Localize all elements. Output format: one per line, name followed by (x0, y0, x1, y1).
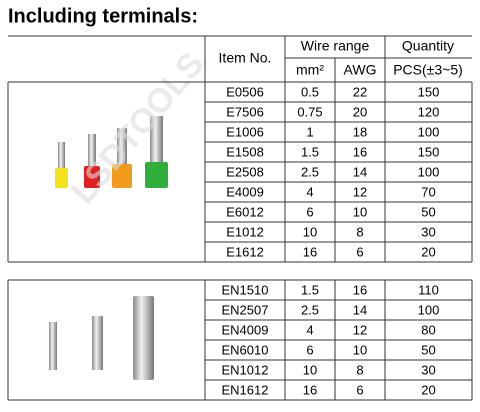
column-header: AWG (344, 62, 377, 78)
column-header: Wire range (301, 38, 370, 54)
table-cell: E1508 (226, 144, 264, 159)
table-cell: 12 (353, 322, 367, 337)
column-header: Quantity (402, 38, 454, 54)
table-cell: EN2507 (222, 302, 269, 317)
table-cell: 120 (418, 104, 440, 119)
table-cell: 10 (303, 224, 317, 239)
table-cell: 30 (421, 362, 435, 377)
table-cell: 10 (353, 342, 367, 357)
table-cell: EN4009 (222, 322, 269, 337)
table-cell: E1012 (226, 224, 264, 239)
table-cell: E6012 (226, 204, 264, 219)
column-header: PCS(±3~5) (393, 62, 463, 78)
table-cell: E0506 (226, 84, 264, 99)
table-cell: EN6010 (222, 342, 269, 357)
table-cell: 0.5 (301, 84, 319, 99)
title: Including terminals: (8, 5, 198, 27)
table-cell: 16 (303, 244, 317, 259)
column-header: Item No. (219, 50, 272, 66)
table-cell: E4009 (226, 184, 264, 199)
table-cell: 1 (306, 124, 313, 139)
table-cell: 16 (353, 282, 367, 297)
table-cell: 150 (418, 84, 440, 99)
table-cell: 20 (353, 104, 367, 119)
table-cell: 100 (418, 164, 440, 179)
table-cell: E2508 (226, 164, 264, 179)
table-cell: 110 (418, 282, 439, 297)
table-cell: 16 (353, 144, 367, 159)
table-cell: 20 (421, 382, 435, 397)
table-cell: 50 (421, 204, 435, 219)
table-cell: 8 (356, 362, 363, 377)
table-cell: EN1012 (222, 362, 269, 377)
table-cell: 150 (418, 144, 440, 159)
column-header: mm² (296, 62, 324, 78)
table-cell: E1612 (226, 244, 264, 259)
table-cell: 80 (421, 322, 435, 337)
table-cell: E7506 (226, 104, 264, 119)
table-cell: 4 (306, 322, 313, 337)
table-cell: 2.5 (301, 302, 319, 317)
table-cell: EN1510 (222, 282, 269, 297)
ferrules-plain (49, 296, 154, 380)
watermark: LSDTOOLS (64, 45, 212, 211)
table-cell: 14 (353, 164, 367, 179)
table-cell: 1.5 (301, 144, 319, 159)
table-cell: 6 (356, 244, 363, 259)
table-cell: 16 (303, 382, 317, 397)
table-cell: 10 (303, 362, 317, 377)
table-cell: 30 (421, 224, 435, 239)
table-cell: E1006 (226, 124, 264, 139)
table-cell: 14 (353, 302, 367, 317)
table-cell: 6 (306, 204, 313, 219)
table-cell: 50 (421, 342, 435, 357)
table-cell: 4 (306, 184, 313, 199)
table-cell: 22 (353, 84, 367, 99)
table-cell: 10 (353, 204, 367, 219)
table-cell: 12 (353, 184, 367, 199)
table-cell: EN1612 (222, 382, 269, 397)
table-cell: 70 (421, 184, 435, 199)
table-cell: 8 (356, 224, 363, 239)
table-cell: 6 (356, 382, 363, 397)
table-cell: 0.75 (297, 104, 322, 119)
ferrules-colored (55, 116, 168, 188)
table-cell: 20 (421, 244, 435, 259)
table-cell: 6 (306, 342, 313, 357)
table-cell: 1.5 (301, 282, 319, 297)
table-cell: 100 (418, 124, 440, 139)
table-cell: 100 (418, 302, 440, 317)
table-cell: 2.5 (301, 164, 319, 179)
table-cell: 18 (353, 124, 367, 139)
